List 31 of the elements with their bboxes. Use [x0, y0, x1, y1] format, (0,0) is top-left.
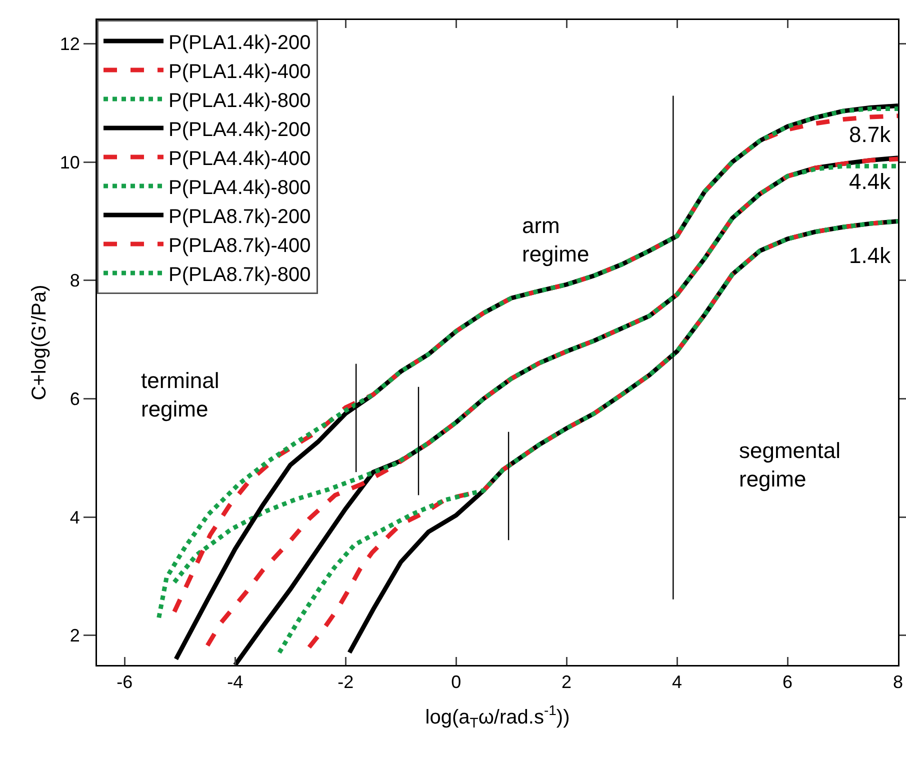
x-tick-label: -2	[338, 672, 354, 692]
x-tick-label: 6	[782, 672, 793, 692]
x-tick-label: -4	[227, 672, 244, 692]
legend-label: P(PLA8.7k)-400	[168, 234, 311, 257]
y-tick-label: 6	[70, 389, 80, 410]
y-tick-label: 12	[60, 34, 80, 54]
annotation: 4.4k	[849, 169, 892, 194]
y-tick-label: 10	[60, 152, 80, 172]
y-tick-label: 2	[70, 626, 80, 646]
y-tick-label: 4	[70, 507, 80, 528]
x-tick-label: 0	[451, 672, 462, 692]
x-axis-title: log(a$_{T}$ω/rad.s$^{-1}$))	[425, 702, 570, 731]
annotation: segmental regime	[739, 438, 841, 492]
x-tick-label: 2	[562, 672, 572, 692]
legend-label: P(PLA8.7k)-200	[168, 206, 311, 228]
legend-label: P(PLA4.4k)-400	[168, 148, 311, 170]
x-tick-label: 8	[892, 672, 904, 692]
y-tick-label: 8	[70, 270, 80, 291]
legend-label: P(PLA8.7k)-800	[168, 264, 311, 286]
annotation: terminal regime	[141, 368, 220, 422]
legend-label: P(PLA4.4k)-200	[168, 118, 311, 141]
legend-label: P(PLA4.4k)-800	[168, 176, 311, 199]
y-axis-title: C+log(G'/Pa)	[28, 284, 51, 400]
legend-label: P(PLA1.4k)-200	[168, 32, 311, 54]
x-tick-label: 4	[672, 672, 682, 692]
annotation: 1.4k	[849, 243, 892, 268]
x-tick-label: -6	[116, 672, 133, 692]
legend-label: P(PLA1.4k)-400	[168, 60, 311, 83]
annotation: 8.7k	[849, 122, 892, 147]
annotation: arm regime	[522, 213, 590, 267]
legend-label: P(PLA1.4k)-800	[168, 90, 311, 112]
